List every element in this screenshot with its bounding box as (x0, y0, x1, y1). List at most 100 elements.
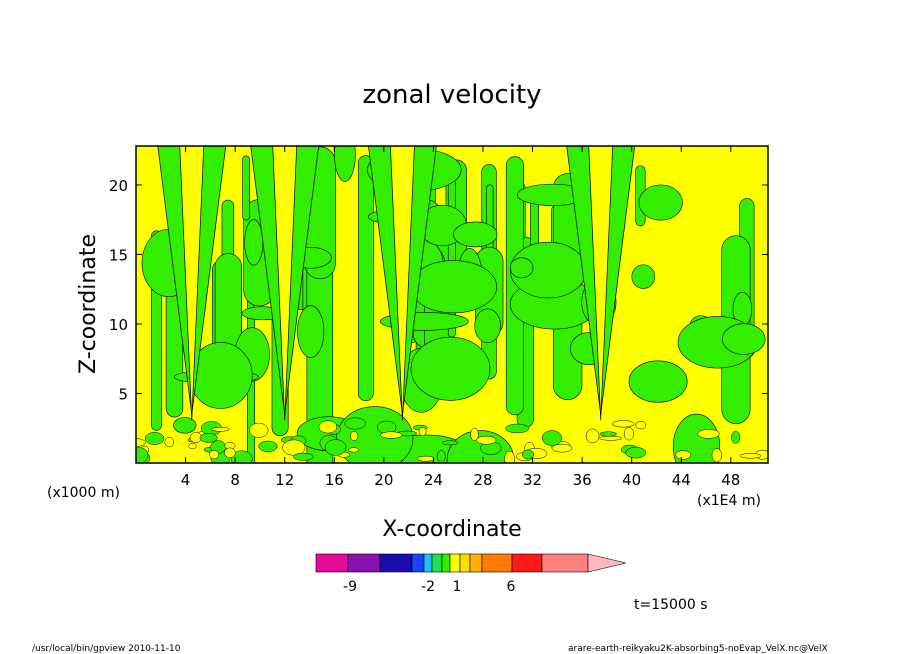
colorbar-tick-label: -9 (343, 579, 357, 595)
surface-cell (136, 447, 149, 463)
surface-cell (731, 430, 741, 444)
x-tick-label: 32 (523, 471, 542, 489)
contour-streak (242, 155, 250, 221)
contour-patch (722, 323, 766, 355)
surface-cell (318, 420, 338, 434)
footer-right: arare-earth-reikyaku2K-absorbing5-noEvap… (568, 644, 828, 654)
y-tick-label: 20 (109, 177, 128, 195)
updraft-core (272, 146, 298, 421)
surface-cell (551, 443, 573, 453)
updraft-core (390, 146, 415, 421)
contour-patch (638, 184, 683, 221)
contour-patch (474, 308, 501, 344)
contour-patch (173, 417, 197, 434)
colorbar-segment (441, 553, 451, 573)
y-axis-label: Z-coordinate (76, 234, 101, 374)
plot-frame (135, 145, 769, 464)
colorbar-segment (423, 553, 433, 573)
x-tick-label: 4 (181, 471, 191, 489)
surface-cell (504, 450, 515, 463)
x-unit-right: (x1E4 m) (697, 493, 761, 509)
surface-cell (164, 436, 174, 448)
surface-cell (436, 450, 446, 463)
surface-cell (209, 449, 219, 460)
surface-cell (625, 446, 647, 459)
surface-cell (380, 431, 403, 439)
footer-left: /usr/local/bin/gpview 2010-11-10 (32, 644, 181, 654)
surface-cell (350, 431, 359, 441)
colorbar-segment (347, 553, 381, 573)
y-tick-label: 5 (118, 385, 128, 403)
contour-patch (336, 406, 414, 463)
contour-patch (334, 146, 356, 182)
colorbar-segment (315, 553, 349, 573)
contour-patch (628, 360, 688, 403)
colorbar-extension-arrow (587, 553, 627, 573)
x-tick-label: 12 (275, 471, 294, 489)
time-label: t=15000 s (634, 597, 708, 613)
x-tick-label: 28 (473, 471, 492, 489)
colorbar-segment (411, 553, 425, 573)
surface-cell (599, 431, 617, 437)
contour-patch (297, 305, 325, 358)
x-tick-label: 8 (230, 471, 240, 489)
surface-cell (418, 426, 427, 437)
surface-cell (230, 450, 253, 463)
colorbar-segment (459, 553, 471, 573)
surface-cell (249, 422, 269, 438)
colorbar-segment (481, 553, 513, 573)
surface-cell (344, 417, 366, 430)
surface-cell (739, 453, 762, 459)
x-tick-label: 44 (672, 471, 691, 489)
colorbar-tick-label: 6 (507, 579, 516, 595)
surface-cell (611, 420, 635, 428)
surface-cell (224, 447, 236, 458)
surface-cell (324, 439, 347, 456)
updraft-core (588, 146, 614, 421)
surface-cell (188, 442, 197, 450)
x-axis-label: X-coordinate (382, 517, 521, 542)
y-axis: 5 10 15 20 (109, 177, 768, 403)
x-tick-label: 16 (325, 471, 344, 489)
colorbar-segment (379, 553, 413, 573)
colorbar-tick-label: 1 (453, 579, 462, 595)
surface-cell (199, 433, 218, 443)
contour-patch (509, 257, 534, 279)
colorbar-segment (469, 553, 483, 573)
surface-cell (623, 427, 635, 441)
x-unit-left: (x1000 m) (47, 485, 120, 501)
colorbar-ticks: -9 -2 1 6 (343, 579, 516, 595)
surface-cell (697, 429, 720, 439)
contour-streak (357, 155, 374, 402)
surface-cell (470, 427, 479, 442)
updraft-core (179, 146, 205, 421)
surface-cell (711, 448, 722, 463)
colorbar-segment (449, 553, 461, 573)
surface-cell (144, 432, 165, 445)
surface-cell (541, 430, 562, 446)
chart-title: zonal velocity (362, 80, 541, 110)
surface-cell (635, 421, 647, 430)
surface-cell (521, 449, 535, 460)
updraft-plumes (157, 146, 636, 421)
colorbar-segment (511, 553, 543, 573)
surface-cell (599, 435, 623, 441)
x-axis: 4 8 12 16 20 24 28 32 36 40 44 48 (181, 146, 740, 489)
x-tick-label: 40 (622, 471, 641, 489)
x-tick-label: 48 (721, 471, 740, 489)
y-tick-label: 15 (109, 246, 128, 264)
colorbar (315, 553, 627, 573)
colorbar-tick-label: -2 (421, 579, 435, 595)
contour-patch (409, 260, 498, 314)
contour-streak (306, 248, 334, 463)
contour-patch (631, 264, 656, 289)
colorbar-segment (431, 553, 443, 573)
contour-streak (447, 179, 456, 338)
surface-cell (416, 455, 435, 462)
surface-cell (348, 447, 360, 453)
surface-cell (505, 423, 529, 434)
plot-area (136, 146, 768, 463)
x-tick-label: 24 (424, 471, 443, 489)
surface-cell (258, 440, 278, 452)
